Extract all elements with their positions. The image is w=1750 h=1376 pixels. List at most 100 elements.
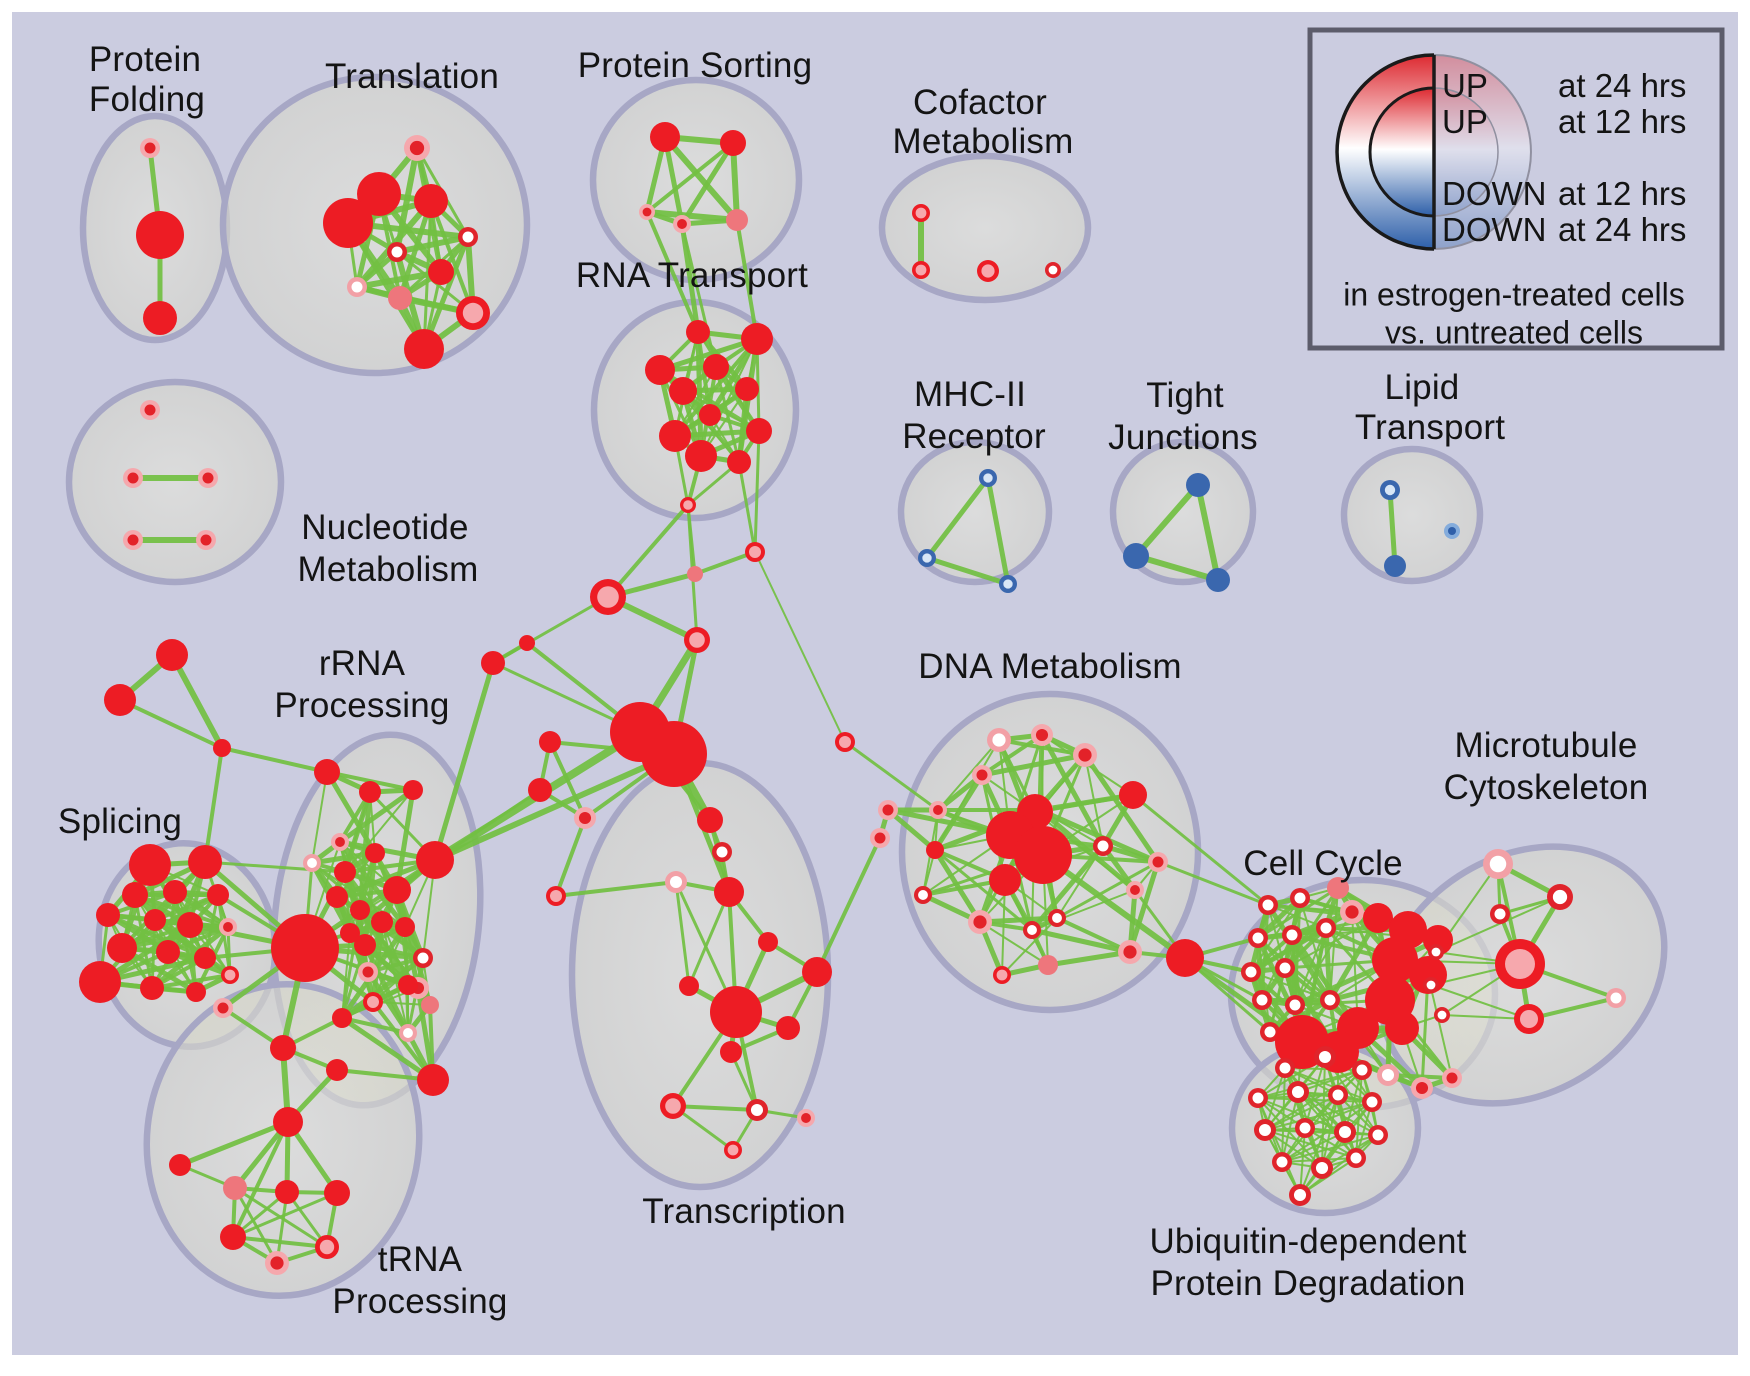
gene-node-pinkfill[interactable] bbox=[1038, 955, 1058, 975]
gene-node-red[interactable] bbox=[714, 877, 744, 907]
gene-node-red[interactable] bbox=[323, 198, 373, 248]
edge bbox=[1281, 1091, 1299, 1163]
gene-node-red[interactable] bbox=[371, 911, 393, 933]
gene-node-red[interactable] bbox=[271, 914, 339, 982]
gene-node-pinkfill[interactable] bbox=[421, 996, 439, 1014]
legend-left-inner-arc bbox=[1368, 86, 1435, 218]
gene-node-pinkfill[interactable] bbox=[388, 286, 412, 310]
edge bbox=[754, 551, 846, 743]
gene-node-red[interactable] bbox=[186, 982, 206, 1002]
gene-node-red[interactable] bbox=[136, 211, 184, 259]
gene-node-red[interactable] bbox=[720, 130, 746, 156]
gene-node-red[interactable] bbox=[669, 377, 697, 405]
gene-node-blue[interactable] bbox=[1186, 473, 1210, 497]
gene-node-red[interactable] bbox=[428, 259, 454, 285]
gene-node-red[interactable] bbox=[697, 807, 723, 833]
gene-node-red[interactable] bbox=[539, 731, 561, 753]
gene-node-blue[interactable] bbox=[1206, 568, 1230, 592]
gene-node-red[interactable] bbox=[679, 976, 699, 996]
gene-node-red[interactable] bbox=[129, 844, 171, 886]
gene-node-pinkfill[interactable] bbox=[726, 209, 748, 231]
gene-node-red[interactable] bbox=[746, 418, 772, 444]
gene-node-red[interactable] bbox=[741, 323, 773, 355]
gene-node-red[interactable] bbox=[156, 940, 180, 964]
gene-node-red[interactable] bbox=[334, 861, 356, 883]
gene-node-red[interactable] bbox=[324, 1180, 350, 1206]
gene-node-red[interactable] bbox=[359, 781, 381, 803]
gene-node-red[interactable] bbox=[143, 301, 177, 335]
gene-node-red[interactable] bbox=[156, 639, 188, 671]
gene-node-red[interactable] bbox=[735, 377, 759, 401]
gene-node-red[interactable] bbox=[326, 886, 348, 908]
gene-node-red[interactable] bbox=[398, 975, 418, 995]
edge bbox=[680, 222, 718, 369]
gene-node-red[interactable] bbox=[188, 845, 222, 879]
gene-node-red[interactable] bbox=[220, 1224, 246, 1250]
gene-node-red[interactable] bbox=[104, 684, 136, 716]
gene-node-red[interactable] bbox=[1363, 903, 1393, 933]
gene-node-red[interactable] bbox=[177, 912, 203, 938]
edge bbox=[1264, 1094, 1339, 1131]
gene-node-red[interactable] bbox=[776, 1016, 800, 1040]
gene-node-red[interactable] bbox=[727, 450, 751, 474]
gene-node-red[interactable] bbox=[107, 933, 137, 963]
gene-node-red[interactable] bbox=[650, 122, 680, 152]
gene-node-red[interactable] bbox=[417, 1064, 449, 1096]
gene-node-pinkfill[interactable] bbox=[223, 1176, 247, 1200]
gene-node-red[interactable] bbox=[395, 917, 415, 937]
gene-node-red[interactable] bbox=[1372, 937, 1418, 983]
gene-node-red[interactable] bbox=[314, 759, 340, 785]
gene-node-red[interactable] bbox=[528, 778, 552, 802]
gene-node-red[interactable] bbox=[1166, 939, 1204, 977]
gene-node-red[interactable] bbox=[332, 1008, 352, 1028]
gene-node-red[interactable] bbox=[1014, 826, 1072, 884]
gene-node-red[interactable] bbox=[926, 841, 944, 859]
gene-node-red[interactable] bbox=[194, 947, 216, 969]
gene-node-red[interactable] bbox=[140, 976, 164, 1000]
gene-node-red[interactable] bbox=[122, 882, 148, 908]
gene-node-red[interactable] bbox=[404, 329, 444, 369]
gene-node-pinkfill[interactable] bbox=[1327, 877, 1349, 899]
gene-node-core bbox=[367, 996, 379, 1008]
gene-node-red[interactable] bbox=[273, 1107, 303, 1137]
gene-node-red[interactable] bbox=[403, 780, 423, 800]
gene-node-core bbox=[976, 769, 988, 781]
gene-node-red[interactable] bbox=[163, 880, 187, 904]
gene-node-red[interactable] bbox=[326, 1059, 348, 1081]
gene-node-blue[interactable] bbox=[1123, 543, 1149, 569]
gene-node-red[interactable] bbox=[270, 1035, 296, 1061]
gene-node-red[interactable] bbox=[275, 1180, 299, 1204]
gene-node-red[interactable] bbox=[1385, 1011, 1419, 1045]
gene-node-red[interactable] bbox=[350, 900, 370, 920]
gene-node-red[interactable] bbox=[357, 172, 401, 216]
gene-node-red[interactable] bbox=[641, 721, 707, 787]
gene-node-red[interactable] bbox=[710, 986, 762, 1038]
gene-node-red[interactable] bbox=[519, 635, 535, 651]
gene-node-red[interactable] bbox=[207, 884, 229, 906]
gene-node-red[interactable] bbox=[645, 355, 675, 385]
gene-node-red[interactable] bbox=[416, 841, 454, 879]
gene-node-red[interactable] bbox=[699, 404, 721, 426]
gene-node-red[interactable] bbox=[685, 440, 717, 472]
gene-node-red[interactable] bbox=[481, 651, 505, 675]
gene-node-red[interactable] bbox=[659, 420, 691, 452]
gene-node-red[interactable] bbox=[354, 934, 376, 956]
gene-node-red[interactable] bbox=[703, 354, 729, 380]
gene-node-red[interactable] bbox=[686, 320, 710, 344]
gene-node-red[interactable] bbox=[383, 876, 411, 904]
gene-node-red[interactable] bbox=[96, 903, 120, 927]
gene-node-red[interactable] bbox=[989, 864, 1021, 896]
gene-node-red[interactable] bbox=[1119, 781, 1147, 809]
gene-node-red[interactable] bbox=[720, 1041, 742, 1063]
gene-node-red[interactable] bbox=[213, 739, 231, 757]
gene-node-red[interactable] bbox=[758, 932, 778, 952]
gene-node-red[interactable] bbox=[414, 184, 448, 218]
gene-node-red[interactable] bbox=[79, 961, 121, 1003]
gene-node-red[interactable] bbox=[169, 1154, 191, 1176]
gene-node-red[interactable] bbox=[340, 923, 360, 943]
gene-node-pinkfill[interactable] bbox=[687, 566, 703, 582]
gene-node-red[interactable] bbox=[365, 843, 385, 863]
gene-node-blue[interactable] bbox=[1384, 555, 1406, 577]
gene-node-red[interactable] bbox=[802, 957, 832, 987]
gene-node-red[interactable] bbox=[144, 909, 166, 931]
